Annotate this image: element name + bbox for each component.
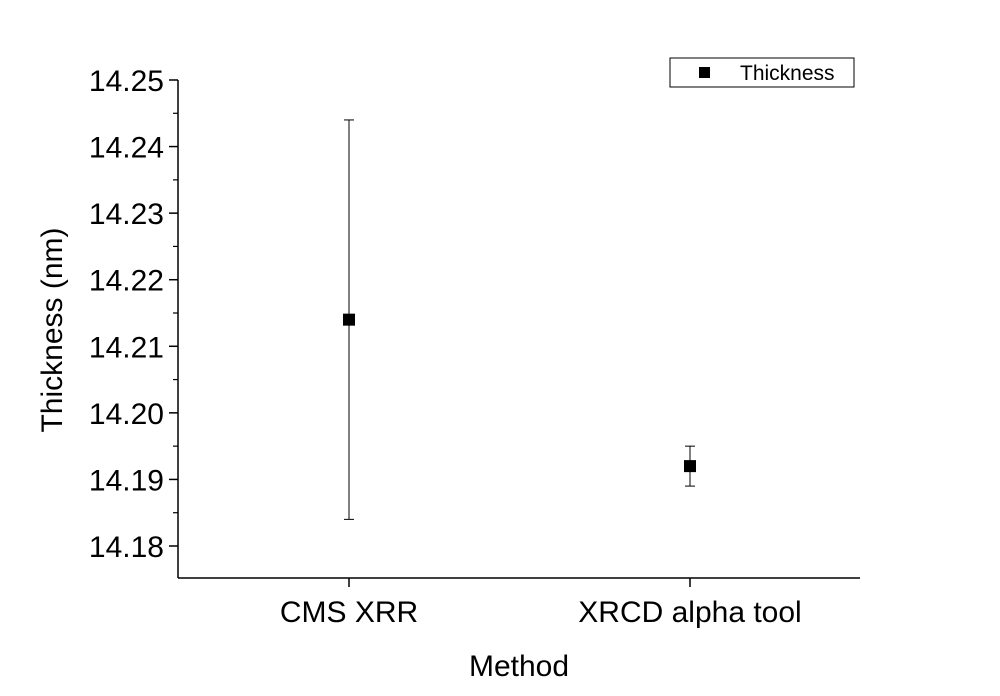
y-tick-label: 14.23	[89, 198, 164, 231]
y-tick-label: 14.24	[89, 132, 164, 165]
y-axis-ticks: 14.18 14.19 14.20 14.21 14.22 14.23 14.24 14.25	[89, 65, 178, 564]
y-tick-label: 14.21	[89, 331, 164, 364]
y-axis-title: Thickness (nm)	[36, 227, 69, 432]
data-point	[343, 313, 355, 326]
legend-label: Thickness	[740, 62, 835, 85]
x-tick-label: CMS XRR	[280, 596, 418, 629]
x-tick-label: XRCD alpha tool	[578, 596, 801, 629]
series-layer	[343, 119, 696, 520]
y-tick-label: 14.22	[89, 265, 164, 298]
y-tick-label: 14.20	[89, 398, 164, 431]
x-axis-title: Method	[469, 650, 569, 683]
data-point	[684, 460, 696, 473]
legend: Thickness	[669, 57, 855, 88]
y-tick-label: 14.25	[89, 65, 164, 98]
y-tick-label: 14.18	[89, 531, 164, 564]
legend-marker	[699, 67, 710, 78]
y-tick-label: 14.19	[89, 464, 164, 497]
x-axis-ticks: CMS XRR XRCD alpha tool	[280, 578, 802, 629]
